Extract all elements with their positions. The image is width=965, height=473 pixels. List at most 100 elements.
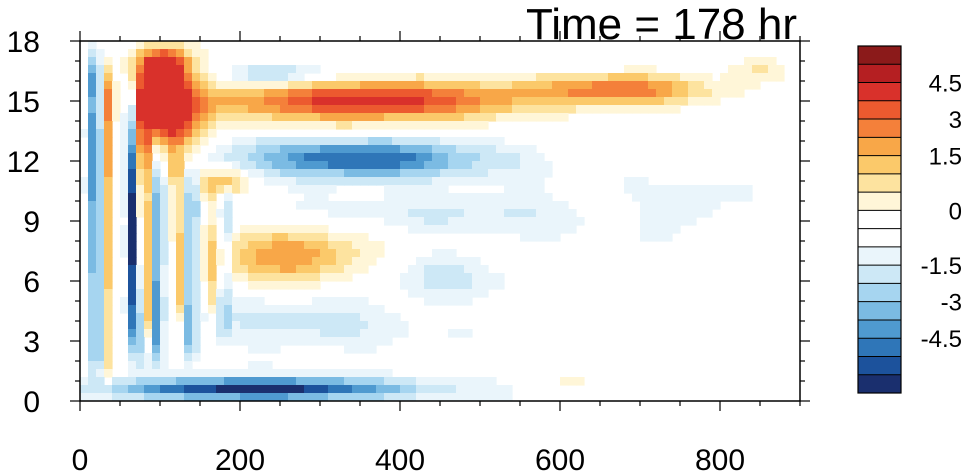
heatmap-cell bbox=[280, 249, 289, 258]
heatmap-cell bbox=[712, 193, 721, 202]
heatmap-cell bbox=[296, 281, 305, 290]
heatmap-cell bbox=[448, 281, 457, 290]
heatmap-cell bbox=[656, 209, 665, 218]
heatmap-cell bbox=[248, 297, 257, 306]
heatmap-cell bbox=[400, 153, 409, 162]
heatmap-cell bbox=[128, 249, 137, 258]
heatmap-cell bbox=[320, 241, 329, 250]
heatmap-cell bbox=[336, 97, 345, 106]
heatmap-cell bbox=[488, 385, 497, 394]
heatmap-cell bbox=[240, 153, 249, 162]
heatmap-cell bbox=[456, 73, 465, 82]
heatmap-cell bbox=[432, 273, 441, 282]
heatmap-cell bbox=[368, 249, 377, 258]
heatmap-cell bbox=[144, 297, 153, 306]
heatmap-cell bbox=[160, 65, 169, 74]
heatmap-cell bbox=[360, 393, 369, 401]
heatmap-cell bbox=[88, 129, 97, 138]
heatmap-cell bbox=[192, 129, 201, 138]
heatmap-cell bbox=[728, 65, 737, 74]
heatmap-cell bbox=[664, 201, 673, 210]
heatmap-cell bbox=[104, 193, 113, 202]
heatmap-cell bbox=[136, 129, 145, 138]
heatmap-cell bbox=[200, 89, 209, 98]
heatmap-cell bbox=[552, 97, 561, 106]
heatmap-cell bbox=[96, 305, 105, 314]
heatmap-cell bbox=[136, 145, 145, 154]
heatmap-cell bbox=[160, 129, 169, 138]
heatmap-cell bbox=[488, 209, 497, 218]
heatmap-cell bbox=[104, 249, 113, 258]
heatmap-cell bbox=[96, 113, 105, 122]
y-tick-label: 18 bbox=[7, 26, 40, 59]
heatmap-cell bbox=[264, 137, 273, 146]
heatmap-cell bbox=[184, 353, 193, 362]
heatmap-cell bbox=[440, 169, 449, 178]
heatmap-cell bbox=[424, 145, 433, 154]
heatmap-cell bbox=[656, 105, 665, 114]
heatmap-cell bbox=[96, 361, 105, 370]
heatmap-cell bbox=[488, 273, 497, 282]
heatmap-cell bbox=[240, 81, 249, 90]
heatmap-cell bbox=[176, 129, 185, 138]
heatmap-cell bbox=[256, 345, 265, 354]
heatmap-cell bbox=[120, 225, 129, 234]
heatmap-cell bbox=[664, 105, 673, 114]
heatmap-cell bbox=[576, 73, 585, 82]
heatmap-cell bbox=[256, 297, 265, 306]
heatmap-cell bbox=[232, 273, 241, 282]
heatmap-cell bbox=[344, 329, 353, 338]
heatmap-cell bbox=[328, 81, 337, 90]
heatmap-cell bbox=[144, 113, 153, 122]
heatmap-cell bbox=[616, 97, 625, 106]
heatmap-cell bbox=[448, 377, 457, 386]
heatmap-cell bbox=[512, 81, 521, 90]
heatmap-cell bbox=[160, 241, 169, 250]
heatmap-cell bbox=[680, 97, 689, 106]
heatmap-cell bbox=[184, 265, 193, 274]
heatmap-cell bbox=[416, 121, 425, 130]
heatmap-cell bbox=[304, 89, 313, 98]
heatmap-cell bbox=[136, 313, 145, 322]
heatmap-cell bbox=[328, 313, 337, 322]
heatmap-cell bbox=[336, 265, 345, 274]
heatmap-cell bbox=[312, 177, 321, 186]
heatmap-cell bbox=[120, 153, 129, 162]
heatmap-cell bbox=[464, 169, 473, 178]
heatmap-cell bbox=[400, 185, 409, 194]
heatmap-cell bbox=[424, 281, 433, 290]
heatmap-cell bbox=[416, 273, 425, 282]
heatmap-cell bbox=[208, 281, 217, 290]
heatmap-cell bbox=[440, 97, 449, 106]
heatmap-cell bbox=[464, 201, 473, 210]
heatmap-cell bbox=[424, 225, 433, 234]
heatmap-cell bbox=[536, 217, 545, 226]
heatmap-cell bbox=[392, 313, 401, 322]
heatmap-cell bbox=[680, 89, 689, 98]
heatmap-cell bbox=[392, 89, 401, 98]
heatmap-cell bbox=[336, 113, 345, 122]
heatmap-cell bbox=[728, 193, 737, 202]
heatmap-cell bbox=[152, 297, 161, 306]
heatmap-cell bbox=[528, 225, 537, 234]
heatmap-cell bbox=[104, 393, 113, 401]
heatmap-cell bbox=[88, 377, 97, 386]
heatmap-cell bbox=[136, 337, 145, 346]
heatmap-cell bbox=[728, 89, 737, 98]
heatmap-cell bbox=[352, 257, 361, 266]
heatmap-cell bbox=[248, 65, 257, 74]
heatmap-cell bbox=[712, 97, 721, 106]
heatmap-cell bbox=[208, 193, 217, 202]
heatmap-cell bbox=[224, 89, 233, 98]
heatmap-cell bbox=[272, 249, 281, 258]
heatmap-cell bbox=[152, 289, 161, 298]
heatmap-cell bbox=[344, 345, 353, 354]
heatmap-cell bbox=[320, 169, 329, 178]
heatmap-cell bbox=[144, 81, 153, 90]
heatmap-cell bbox=[352, 105, 361, 114]
heatmap-cell bbox=[368, 145, 377, 154]
heatmap-cell bbox=[472, 265, 481, 274]
heatmap-cell bbox=[344, 385, 353, 394]
heatmap-cell bbox=[112, 97, 121, 106]
heatmap-cell bbox=[720, 73, 729, 82]
